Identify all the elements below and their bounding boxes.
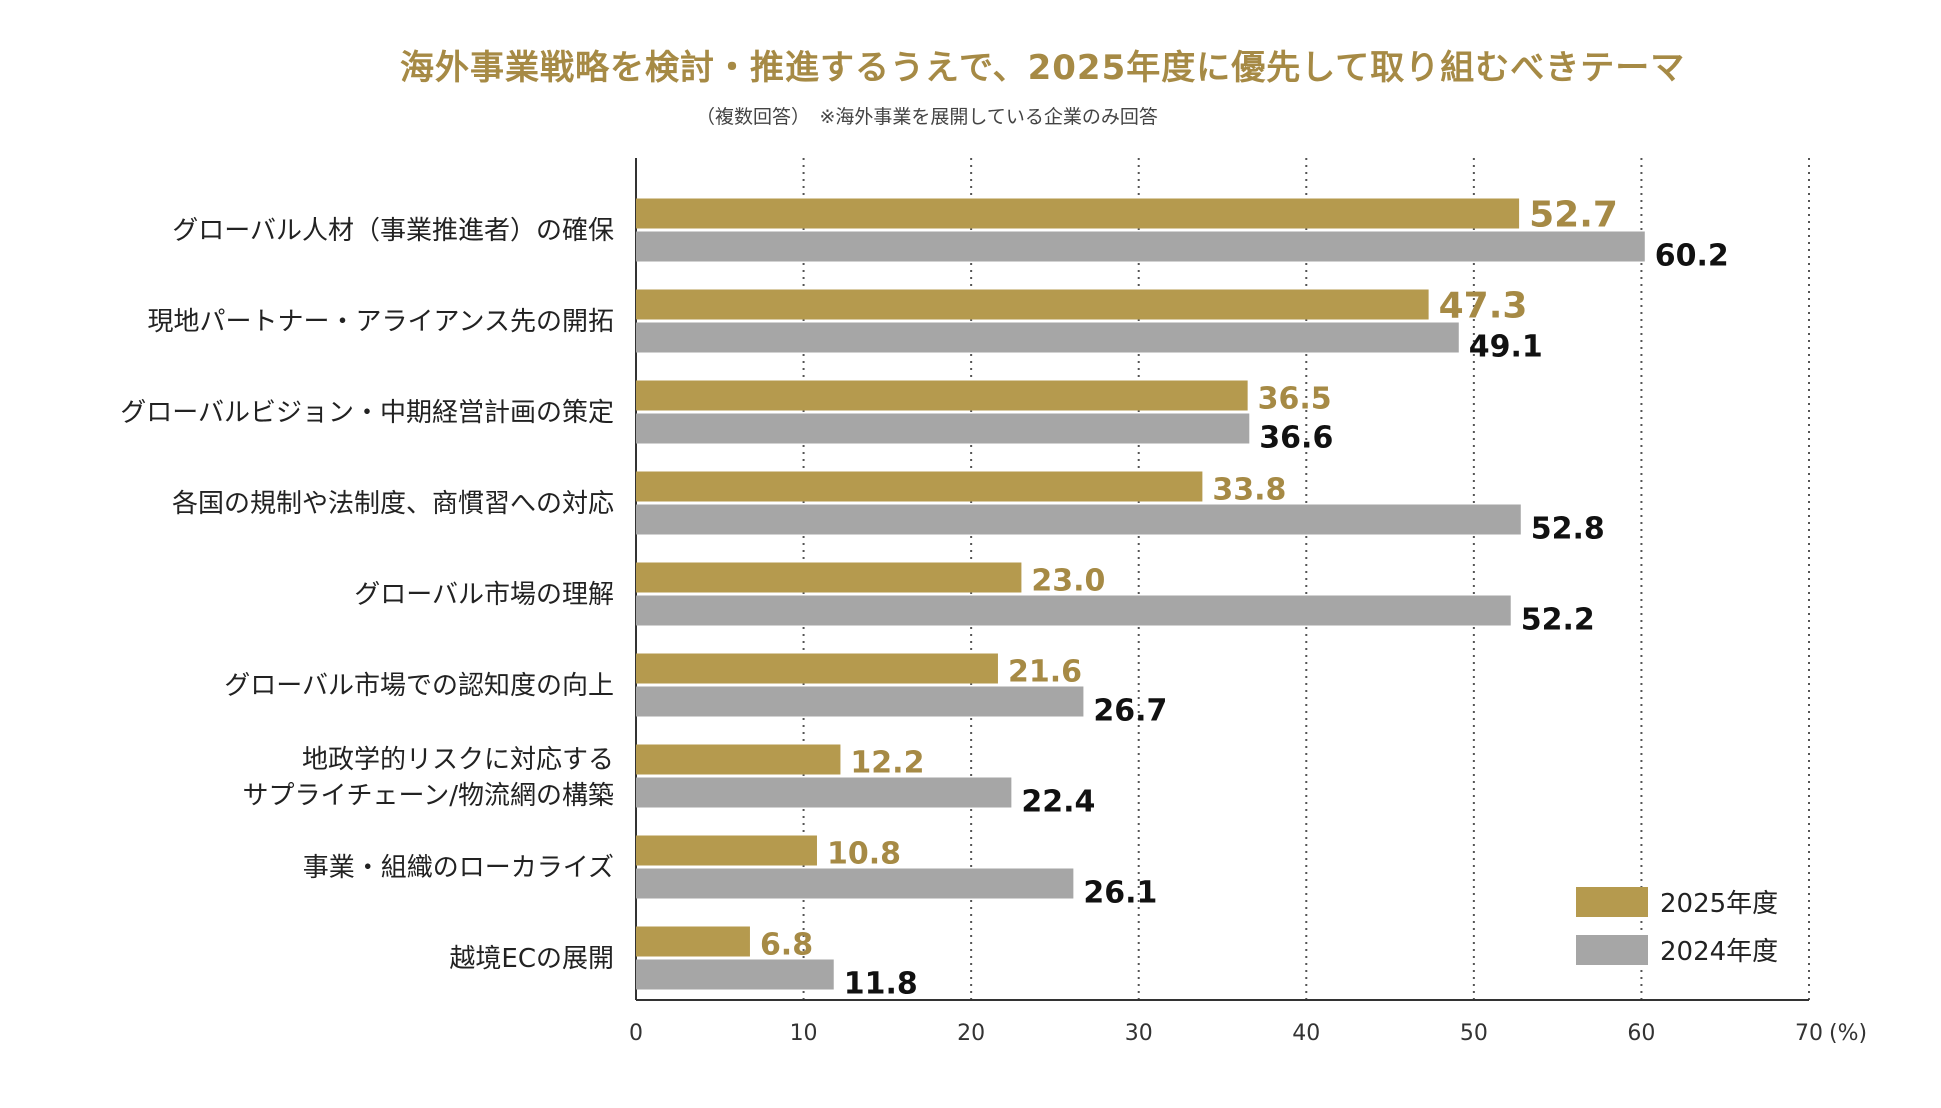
bar-2024 xyxy=(636,322,1459,353)
bar-2024 xyxy=(636,777,1012,808)
bar-2025 xyxy=(636,744,841,775)
bar-2024 xyxy=(636,959,834,990)
legend-swatch-2025 xyxy=(1576,887,1648,917)
data-label-2025: 23.0 xyxy=(1031,564,1105,599)
category-label: 各国の規制や法制度、商慣習への対応 xyxy=(172,489,614,519)
bar-2024 xyxy=(636,868,1074,899)
data-label-2024: 60.2 xyxy=(1655,239,1729,274)
bar-2024 xyxy=(636,686,1084,717)
data-label-2025: 52.7 xyxy=(1529,195,1618,236)
bar-2024 xyxy=(636,504,1521,535)
bar-2024 xyxy=(636,595,1511,626)
data-label-2025: 10.8 xyxy=(827,837,901,872)
bar-2024 xyxy=(636,231,1645,262)
data-label-2025: 12.2 xyxy=(850,746,924,781)
data-label-2024: 36.6 xyxy=(1259,421,1333,456)
legend-swatch-2024 xyxy=(1576,935,1648,965)
data-label-2024: 22.4 xyxy=(1021,785,1095,820)
x-tick-label: 0 xyxy=(629,1021,643,1046)
category-label: サプライチェーン/物流網の構築 xyxy=(243,781,614,811)
data-label-2024: 52.2 xyxy=(1521,603,1595,638)
data-label-2024: 26.7 xyxy=(1093,694,1167,729)
data-label-2024: 26.1 xyxy=(1083,876,1157,911)
bar-2025 xyxy=(636,653,998,684)
legend-label-2024: 2024年度 xyxy=(1660,937,1778,967)
category-label: グローバル市場の理解 xyxy=(354,580,614,610)
data-label-2024: 52.8 xyxy=(1531,512,1605,547)
legend-label-2025: 2025年度 xyxy=(1660,889,1778,919)
data-label-2025: 33.8 xyxy=(1212,473,1286,508)
x-tick-label: 50 xyxy=(1460,1021,1488,1046)
category-label: 越境ECの展開 xyxy=(449,944,614,974)
x-tick-label: 10 xyxy=(790,1021,818,1046)
bar-2025 xyxy=(636,198,1520,229)
data-label-2025: 21.6 xyxy=(1008,655,1082,690)
bar-2025 xyxy=(636,835,817,866)
data-label-2024: 11.8 xyxy=(844,967,918,1002)
bar-2025 xyxy=(636,289,1429,320)
bar-2025 xyxy=(636,562,1022,593)
x-tick-label: 60 xyxy=(1627,1021,1655,1046)
category-label: 事業・組織のローカライズ xyxy=(303,853,614,883)
x-tick-label: 30 xyxy=(1125,1021,1153,1046)
data-label-2024: 49.1 xyxy=(1469,330,1543,365)
bar-2025 xyxy=(636,471,1203,502)
chart-title: 海外事業戦略を検討・推進するうえで、2025年度に優先して取り組むべきテーマ xyxy=(400,48,1686,88)
bar-2025 xyxy=(636,380,1248,411)
data-label-2025: 47.3 xyxy=(1439,286,1528,327)
x-tick-label: 20 xyxy=(957,1021,985,1046)
chart-subtitle: （複数回答） ※海外事業を展開している企業のみ回答 xyxy=(696,106,1158,128)
bar-2024 xyxy=(636,413,1250,444)
x-axis-unit: (%) xyxy=(1829,1021,1867,1046)
category-label: グローバル人材（事業推進者）の確保 xyxy=(172,216,614,246)
x-tick-label: 40 xyxy=(1292,1021,1320,1046)
data-label-2025: 36.5 xyxy=(1258,382,1332,417)
category-label: 現地パートナー・アライアンス先の開拓 xyxy=(148,307,614,337)
category-label: 地政学的リスクに対応する xyxy=(302,745,614,775)
data-label-2025: 6.8 xyxy=(760,928,813,963)
bar-2025 xyxy=(636,926,750,957)
x-tick-label: 70 xyxy=(1795,1021,1823,1046)
category-label: グローバル市場での認知度の向上 xyxy=(224,671,614,701)
category-label: グローバルビジョン・中期経営計画の策定 xyxy=(120,398,614,428)
